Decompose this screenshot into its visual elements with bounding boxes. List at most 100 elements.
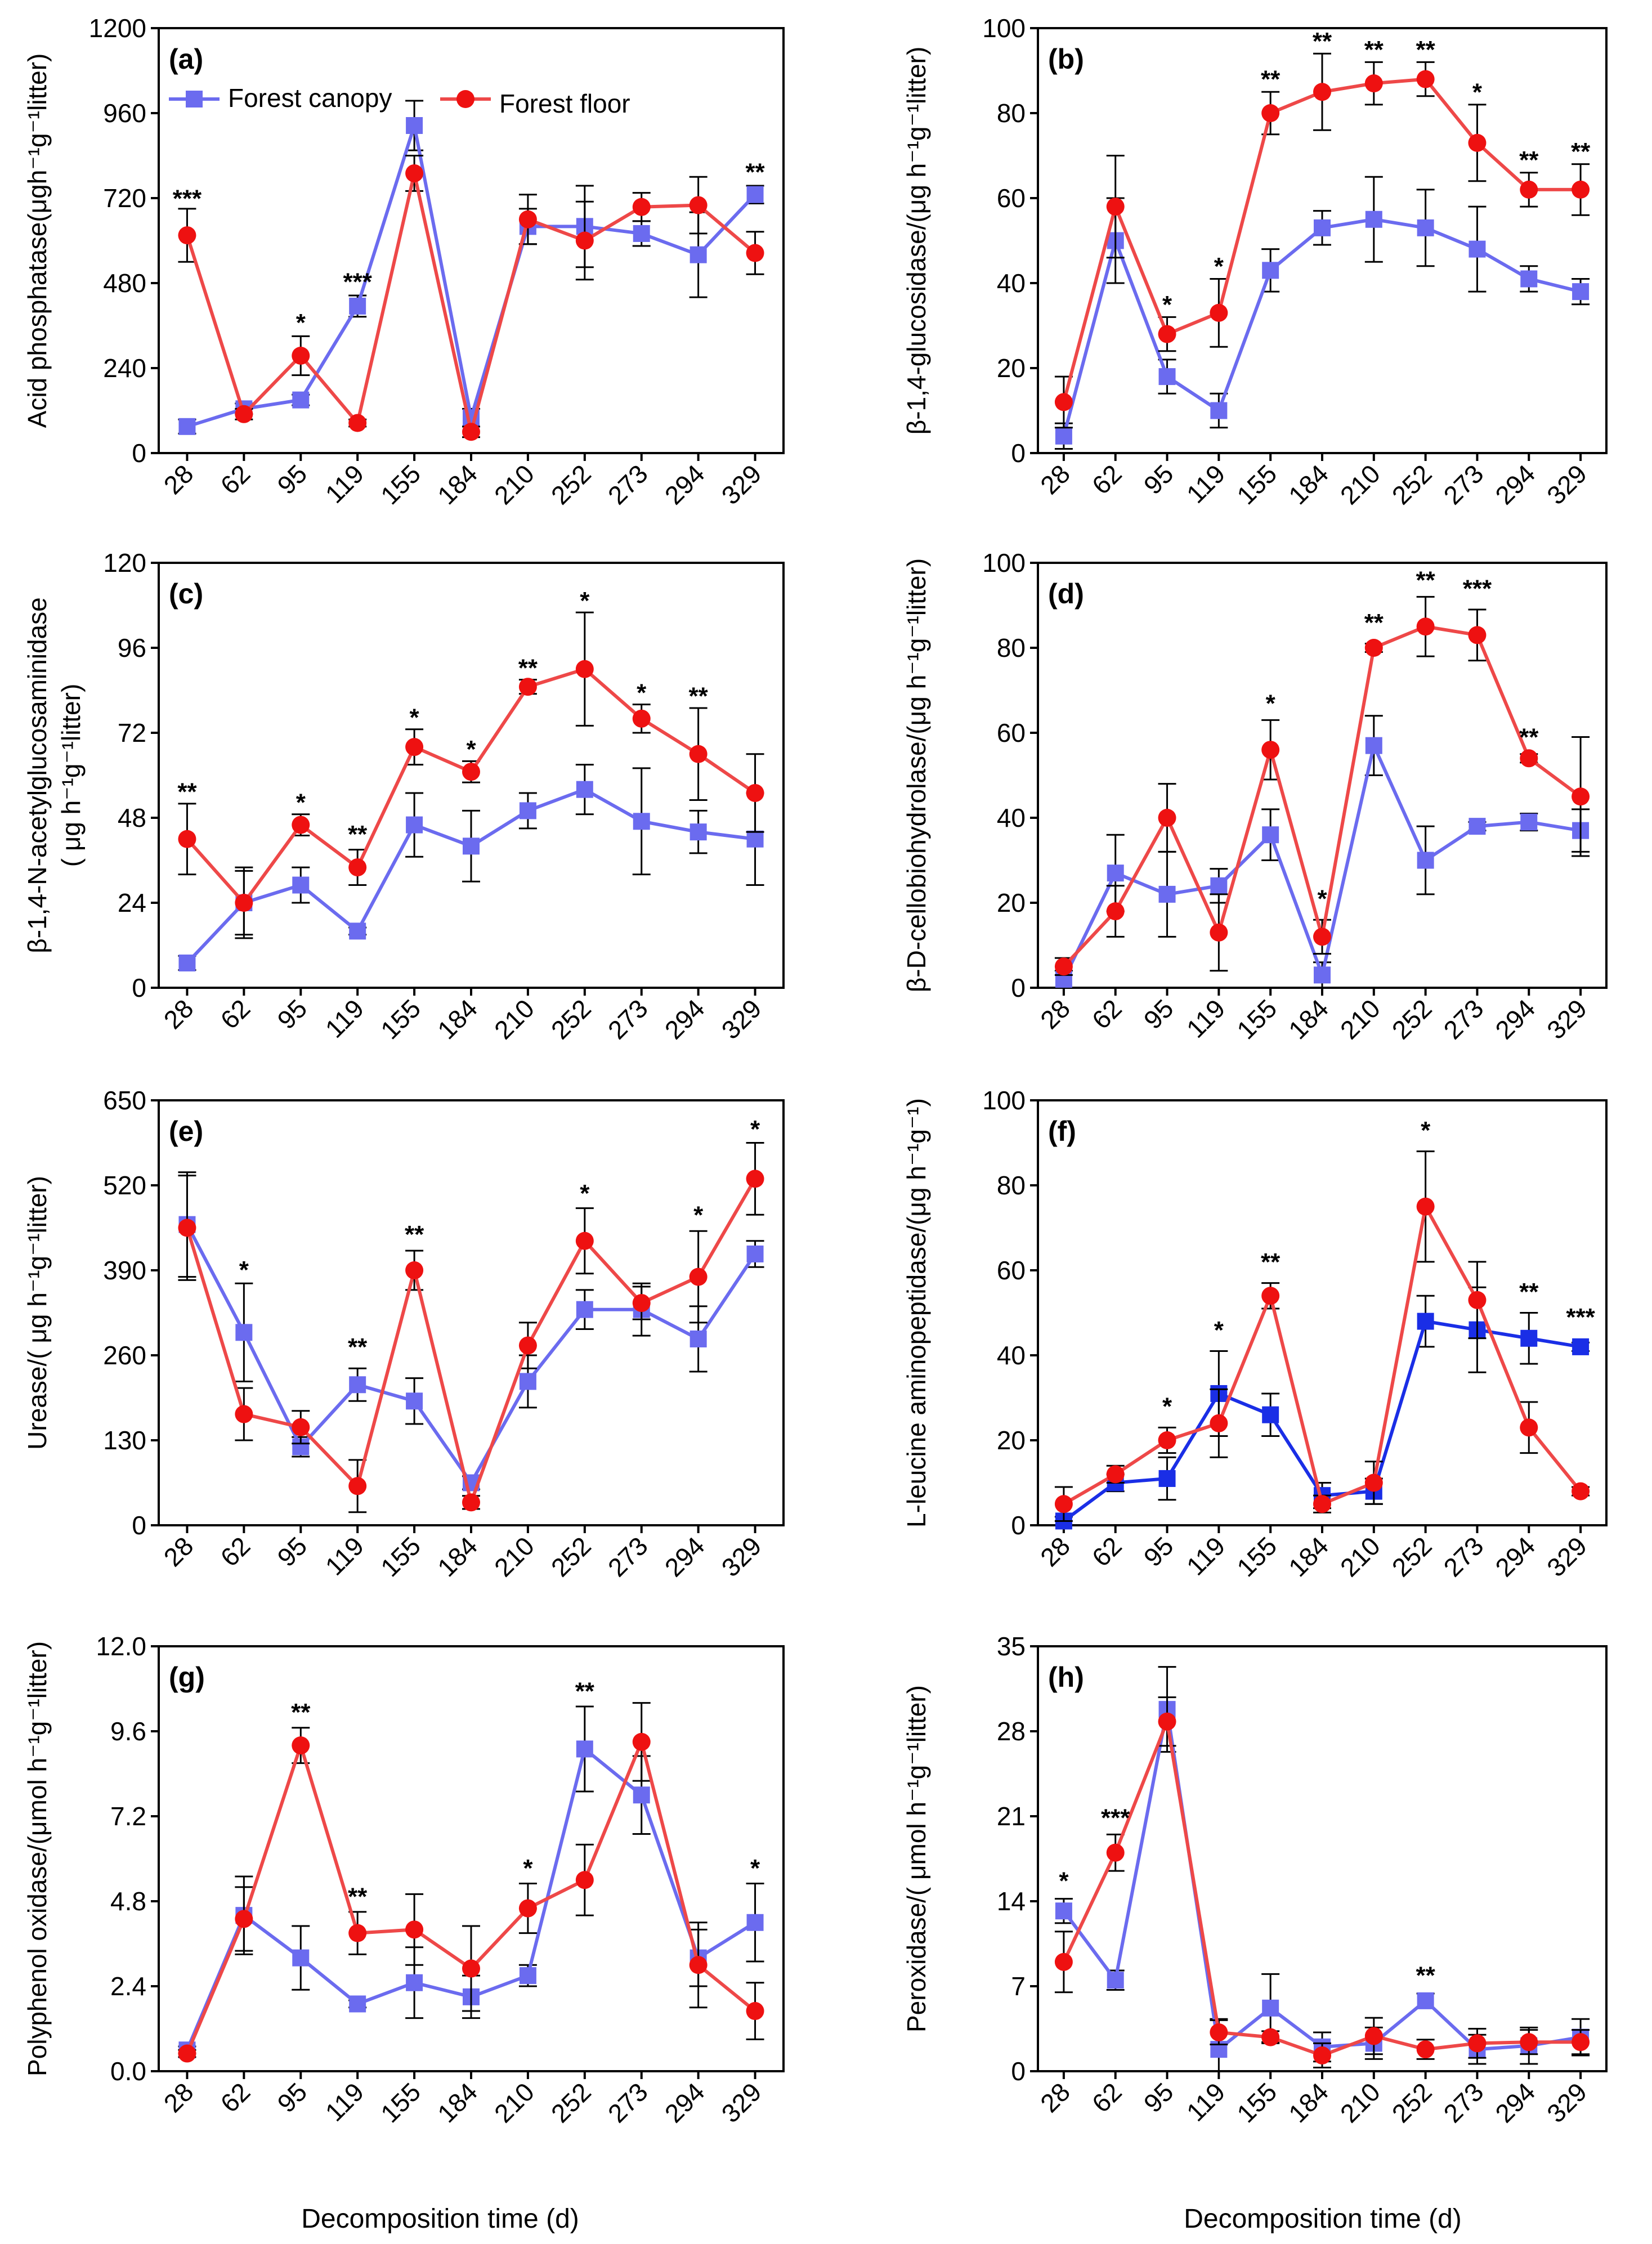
significance-mark: **: [348, 1333, 368, 1361]
data-point: [178, 830, 196, 848]
significance-mark: *: [693, 1201, 704, 1229]
x-tick-label: 294: [1489, 1531, 1541, 1582]
significance-mark: *: [1472, 78, 1483, 106]
x-tick-label: 273: [1438, 993, 1489, 1045]
x-tick-label: 294: [659, 1531, 710, 1582]
y-tick-label: 0: [132, 438, 146, 468]
x-tick-label: 329: [716, 459, 767, 510]
y-tick-label: 12.0: [96, 1632, 146, 1661]
data-point: [1469, 818, 1486, 835]
x-tick-label: 294: [1489, 2077, 1541, 2128]
data-point: [1262, 1999, 1279, 2017]
data-point: [575, 231, 594, 250]
data-point: [235, 405, 253, 423]
x-tick-label: 273: [602, 1531, 653, 1582]
data-point: [1520, 1418, 1538, 1437]
data-point: [576, 781, 593, 798]
data-point: [405, 1920, 424, 1939]
y-tick-label: 4.8: [110, 1887, 146, 1916]
significance-mark: ***: [1101, 1804, 1130, 1831]
significance-mark: ***: [1463, 575, 1492, 602]
data-point: [1210, 877, 1228, 894]
y-tick-label: 1200: [89, 14, 146, 43]
y-tick-label: 60: [997, 1256, 1026, 1285]
panel-g: 0.0 2.4 4.8 7.2 9.6 12.0 28 62 95 119 155 184 210 252…: [23, 1632, 785, 2128]
data-point: [1468, 133, 1487, 152]
y-tick-label: 20: [997, 353, 1026, 383]
data-point: [1262, 262, 1279, 279]
x-tick-label: 252: [545, 459, 597, 510]
series-line: [1062, 625, 1582, 968]
data-point: [405, 1261, 424, 1279]
data-point: [632, 1294, 651, 1313]
significance-mark: *: [239, 1256, 249, 1284]
data-point: [178, 418, 196, 435]
x-tick-label: 294: [1489, 459, 1541, 510]
panel-label: (d): [1048, 578, 1084, 610]
data-point: [1054, 393, 1073, 411]
x-tick-label: 184: [432, 1531, 483, 1582]
significance-mark: *: [637, 679, 647, 706]
y-tick-label: 20: [997, 1426, 1026, 1455]
x-tick-label: 329: [1541, 993, 1592, 1045]
panel-label: (a): [169, 43, 203, 75]
significance-mark: *: [580, 1180, 590, 1207]
y-tick-label: 0: [1011, 1511, 1026, 1540]
data-point: [575, 1231, 594, 1250]
data-point: [1313, 928, 1331, 946]
x-tick-label: 184: [432, 2077, 483, 2128]
y-tick-label: 100: [982, 1086, 1026, 1115]
data-point: [406, 117, 423, 135]
x-tick-label: 95: [1138, 1531, 1179, 1572]
x-tick-label: 28: [158, 993, 199, 1034]
data-point: [348, 858, 367, 877]
x-tick-label: 210: [489, 993, 540, 1045]
x-tick-label: 273: [1438, 2077, 1489, 2128]
data-point: [462, 423, 480, 441]
data-point: [235, 894, 253, 912]
data-point: [1054, 1952, 1073, 1971]
data-point: [575, 1871, 594, 1889]
y-tick-label: 9.6: [110, 1717, 146, 1746]
x-tick-label: 273: [1438, 1531, 1489, 1582]
x-tick-label: 95: [1138, 459, 1179, 500]
data-point: [1468, 626, 1487, 644]
data-point: [689, 1956, 708, 1974]
y-tick-label: 14: [997, 1887, 1026, 1916]
significance-mark: *: [410, 704, 420, 731]
data-point: [1055, 427, 1072, 445]
x-tick-label: 294: [659, 459, 710, 510]
data-point: [178, 226, 196, 245]
x-tick-label: 95: [1138, 2077, 1179, 2118]
data-point: [1055, 1902, 1072, 1920]
data-point: [1520, 749, 1538, 768]
series-line: [1062, 1709, 1581, 2053]
significance-mark: **: [1261, 66, 1281, 93]
data-point: [576, 1740, 593, 1758]
y-tick-label: 100: [982, 548, 1026, 577]
x-tick-label: 210: [1335, 993, 1386, 1045]
x-tick-label: 294: [659, 993, 710, 1045]
significance-mark: **: [1313, 28, 1332, 55]
x-tick-label: 155: [1231, 459, 1282, 510]
x-tick-label: 95: [271, 993, 312, 1034]
y-tick-label: 96: [118, 633, 146, 662]
y-axis-label: Polyphenol oxidase/(μmol h⁻¹g⁻¹litter): [23, 1641, 52, 2076]
data-point: [1158, 885, 1176, 903]
x-tick-label: 252: [1386, 459, 1438, 510]
data-point: [348, 1924, 367, 1942]
data-point: [1158, 325, 1176, 343]
x-tick-label: 184: [1283, 2077, 1334, 2128]
x-tick-label: 62: [1086, 2077, 1127, 2118]
significance-mark: **: [177, 778, 197, 806]
series-line: [1063, 1201, 1582, 1507]
x-tick-label: 329: [716, 993, 767, 1045]
x-tick-label: 210: [1335, 1531, 1386, 1582]
y-tick-label: 40: [997, 803, 1026, 832]
panel-f: 0 20 40 60 80 100 28 62 95 119 155 184 210 252 273 294 3…: [902, 1086, 1608, 1582]
x-tick-label: 252: [1386, 993, 1438, 1045]
x-tick-label: 28: [1035, 1531, 1076, 1572]
data-point: [1469, 240, 1486, 258]
x-tick-label: 273: [1438, 459, 1489, 510]
